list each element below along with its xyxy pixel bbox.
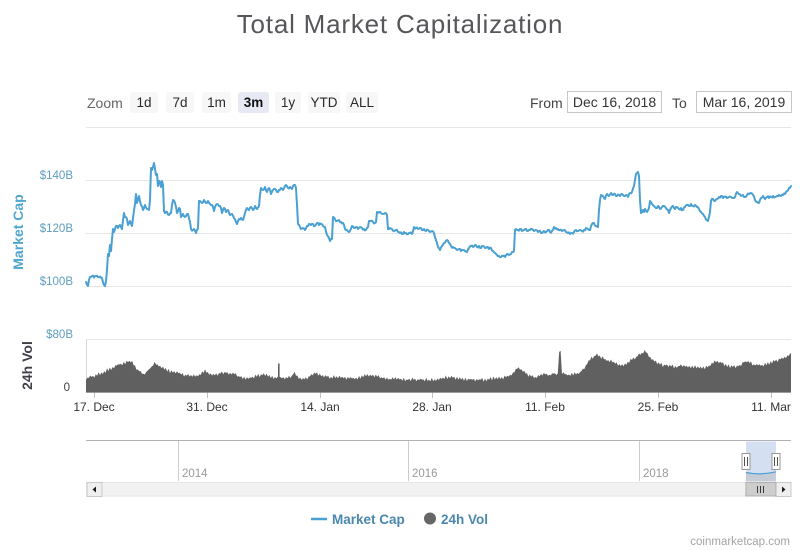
svg-text:0: 0: [64, 382, 70, 394]
svg-text:28. Jan: 28. Jan: [412, 400, 451, 414]
svg-text:Market Cap: Market Cap: [10, 194, 26, 269]
svg-text:$120B: $120B: [40, 223, 74, 235]
svg-text:2016: 2016: [412, 468, 438, 480]
svg-text:25. Feb: 25. Feb: [638, 400, 679, 414]
svg-text:11. Mar: 11. Mar: [751, 400, 791, 414]
svg-text:2018: 2018: [643, 468, 669, 480]
svg-text:$100B: $100B: [40, 276, 74, 288]
svg-text:24h Vol: 24h Vol: [441, 512, 488, 527]
svg-text:17. Dec: 17. Dec: [73, 400, 114, 414]
svg-text:24h Vol: 24h Vol: [19, 341, 35, 390]
svg-text:11. Feb: 11. Feb: [525, 400, 565, 414]
svg-text:$80B: $80B: [46, 329, 73, 341]
svg-text:Market Cap: Market Cap: [332, 512, 405, 527]
svg-text:31. Dec: 31. Dec: [186, 400, 227, 414]
svg-text:2014: 2014: [182, 468, 208, 480]
svg-text:$140B: $140B: [40, 170, 74, 182]
svg-text:coinmarketcap.com: coinmarketcap.com: [690, 536, 790, 548]
svg-text:14. Jan: 14. Jan: [300, 400, 339, 414]
